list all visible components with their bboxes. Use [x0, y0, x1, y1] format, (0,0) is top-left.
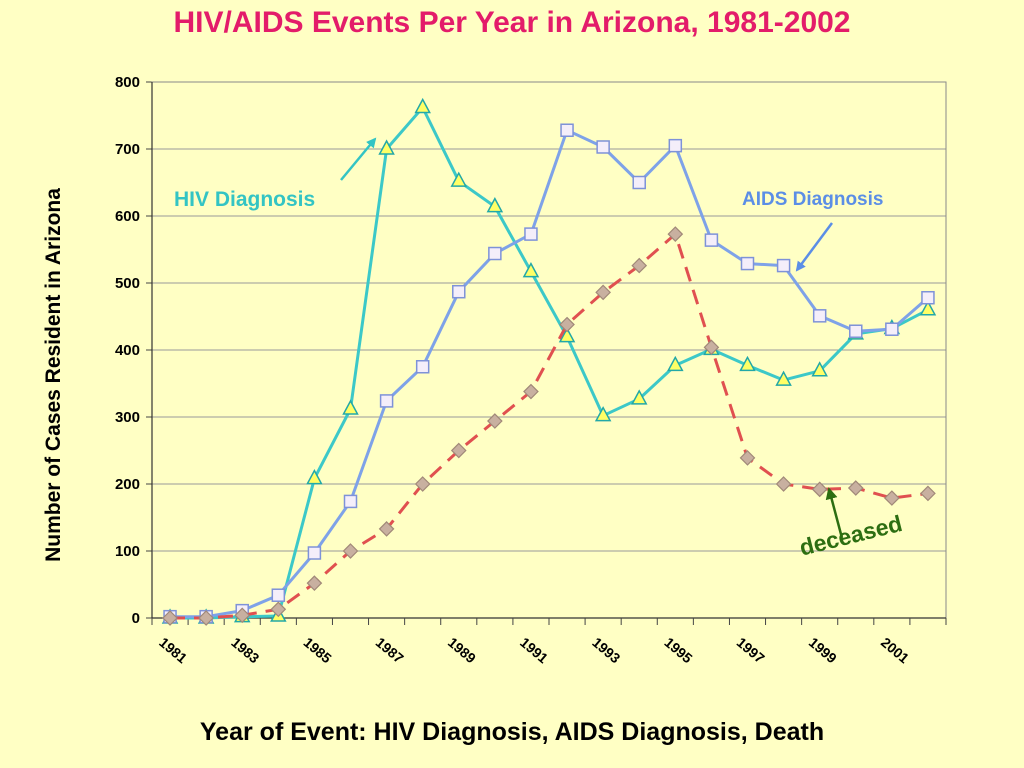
y-tick-label: 200: [115, 476, 140, 493]
aids-diagnosis-data-point: [812, 309, 827, 323]
aids-diagnosis-data-point: [415, 360, 430, 374]
aids-diagnosis-data-point: [379, 394, 394, 408]
x-tick-label: 1997: [734, 634, 768, 666]
axes: 0 100 200 300 400 500 600 700 800 1981 1983 1985 198…: [115, 74, 947, 666]
hiv-diagnosis-data-point: [378, 139, 395, 155]
aids-diagnosis-data-point: [776, 258, 791, 273]
aids-diagnosis-data-point: [921, 290, 935, 305]
hiv-diagnosis-data-point: [306, 469, 323, 485]
deceased-annotation-arrow: [825, 487, 844, 539]
y-tick-label: 600: [115, 208, 140, 225]
hiv-diagnosis-label: HIV Diagnosis: [174, 188, 316, 211]
deceased-data-point: [234, 607, 251, 624]
deceased-data-point: [270, 601, 287, 618]
y-tick-label: 100: [115, 543, 140, 560]
deceased-data-point: [342, 543, 359, 559]
hiv-diagnosis-data-point: [919, 300, 937, 316]
aids-diagnosis-series-line: [170, 128, 929, 619]
hiv-diagnosis-data-point: [594, 406, 612, 422]
aids-diagnosis-data-point: [343, 494, 358, 509]
y-axis-title: Number of Cases Resident in Arizona: [42, 188, 65, 562]
deceased-data-point: [162, 610, 178, 626]
y-tick-label: 0: [132, 610, 140, 627]
deceased-series-line: [170, 232, 929, 620]
aids-diagnosis-label: AIDS Diagnosis: [742, 189, 884, 210]
hiv-diagnosis-data-point: [558, 327, 576, 343]
hiv-diagnosis-data-point: [630, 389, 648, 405]
aids-diagnosis-data-point: [740, 256, 755, 271]
x-tick-label: 1989: [445, 634, 479, 666]
aids-diagnosis-data-point: [596, 140, 610, 154]
hiv-diagnosis-data-point: [811, 361, 828, 377]
y-tick-label: 800: [115, 74, 140, 91]
x-tick-label: 1987: [373, 634, 407, 666]
x-axis-title: Year of Event: HIV Diagnosis, AIDS Diagn…: [199, 718, 825, 746]
hiv-diagnosis-data-point: [414, 97, 431, 114]
x-tick-label: 1993: [589, 634, 623, 666]
series-layer: [161, 97, 937, 626]
x-tick-label: 1983: [228, 634, 262, 666]
x-tick-label: 1999: [806, 634, 840, 666]
aids-diagnosis-data-point: [524, 227, 538, 241]
deceased-data-point: [739, 450, 756, 466]
x-tick-label: 1991: [517, 634, 551, 666]
aids-diagnosis-data-point: [560, 123, 574, 137]
x-tick-label: 1995: [661, 634, 695, 666]
deceased-data-point: [703, 339, 720, 356]
deceased-data-point: [631, 257, 648, 274]
deceased-data-point: [884, 490, 900, 506]
deceased-data-point: [414, 476, 431, 492]
hiv-diagnosis-data-point: [739, 355, 756, 372]
deceased-data-point: [595, 284, 611, 301]
deceased-data-point: [378, 521, 395, 537]
hiv-diagnosis-data-point: [450, 171, 468, 187]
aids-diagnosis-data-point: [488, 246, 502, 261]
hiv-diagnosis-data-point: [522, 262, 540, 278]
deceased-data-point: [667, 226, 684, 242]
y-tick-label: 400: [115, 342, 140, 359]
x-tick-label: 1985: [301, 634, 335, 666]
y-tick-label: 700: [115, 141, 140, 158]
hiv-diagnosis-series-line: [170, 106, 929, 620]
aids-diagnosis-data-point: [668, 138, 683, 153]
aids-annotation-arrow: [795, 222, 834, 272]
aids-diagnosis-data-point: [271, 588, 286, 602]
grid-lines: [152, 81, 946, 552]
aids-diagnosis-data-point: [452, 284, 466, 299]
deceased-data-point: [306, 575, 323, 592]
aids-diagnosis-data-point: [885, 322, 899, 336]
hiv-diagnosis-data-point: [667, 355, 684, 372]
aids-diagnosis-data-point: [704, 233, 719, 247]
hiv-diagnosis-data-point: [486, 197, 504, 213]
deceased-data-point: [920, 485, 936, 502]
x-tick-label: 2001: [878, 634, 912, 666]
deceased-data-point: [847, 480, 864, 496]
annotation-arrows: [340, 137, 844, 539]
deceased-data-point: [450, 442, 467, 459]
deceased-data-point: [198, 610, 214, 626]
deceased-data-point: [487, 413, 503, 429]
aids-diagnosis-data-point: [307, 546, 322, 560]
deceased-data-point: [523, 383, 539, 400]
aids-diagnosis-data-point: [632, 175, 646, 190]
x-tick-label: 1981: [156, 634, 190, 666]
deceased-data-point: [811, 481, 828, 498]
aids-diagnosis-data-point: [849, 324, 863, 338]
hiv-annotation-arrow: [340, 137, 377, 181]
y-tick-label: 500: [115, 275, 140, 292]
deceased-data-point: [775, 476, 792, 492]
y-tick-label: 300: [115, 409, 140, 426]
deceased-data-point: [559, 316, 575, 333]
hiv-diagnosis-data-point: [775, 370, 792, 386]
chart-title: HIV/AIDS Events Per Year in Arizona, 198…: [173, 6, 851, 39]
hiv-diagnosis-data-point: [342, 399, 359, 415]
